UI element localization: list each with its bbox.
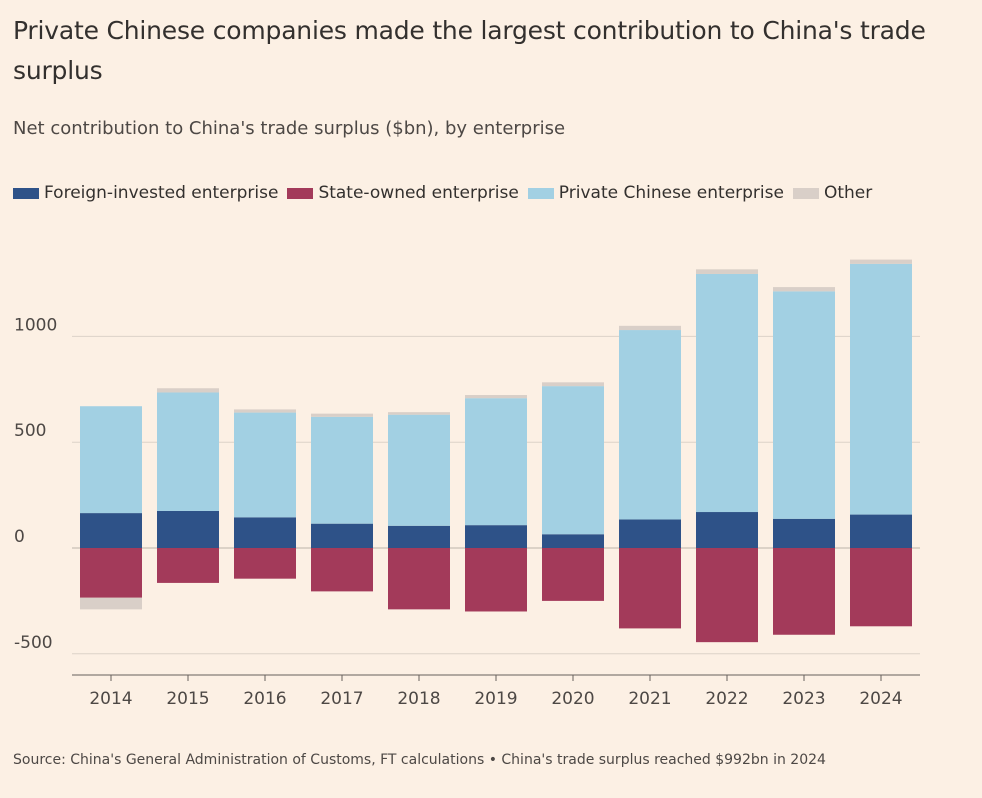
legend-swatch-private: [527, 187, 554, 199]
x-tick-label: 2016: [243, 689, 286, 709]
x-tick-label: 2020: [551, 689, 594, 709]
legend-item-foreign: Foreign-invested enterprise: [13, 183, 278, 203]
bar-segment: [234, 412, 296, 518]
x-tick-label: 2018: [397, 689, 440, 709]
legend-item-state: State-owned enterprise: [287, 183, 519, 203]
bar-segment: [696, 273, 758, 513]
bar-segment: [619, 330, 681, 520]
bar-segment: [542, 534, 604, 548]
x-tick-label: 2023: [782, 689, 825, 709]
bar-segment: [850, 514, 912, 548]
y-tick-label: 500: [14, 421, 46, 441]
x-tick-label: 2014: [89, 689, 132, 709]
bar-segment: [465, 395, 527, 399]
x-tick-label: 2015: [166, 689, 209, 709]
legend-swatch-other: [792, 187, 819, 199]
bar-segment: [80, 597, 142, 610]
x-tick-label: 2017: [320, 689, 363, 709]
legend-item-private: Private Chinese enterprise: [527, 183, 784, 203]
bar-segment: [388, 548, 450, 610]
legend-label-private: Private Chinese enterprise: [558, 183, 784, 203]
bar-segment: [80, 513, 142, 548]
y-tick-label: 1000: [14, 315, 57, 335]
bar-segment: [311, 413, 373, 417]
bar-segment: [619, 325, 681, 331]
bar-segment: [80, 548, 142, 598]
bar-segment: [157, 392, 219, 511]
legend: Foreign-invested enterprise State-owned …: [13, 183, 881, 203]
bar-segment: [696, 548, 758, 643]
bar-segment: [234, 548, 296, 579]
x-tick-label: 2022: [705, 689, 748, 709]
legend-label-other: Other: [823, 183, 873, 203]
bar-segment: [234, 517, 296, 548]
y-tick-label: -500: [14, 633, 53, 653]
bar-segment: [542, 386, 604, 535]
x-tick-label: 2019: [474, 689, 517, 709]
bar-segment: [850, 263, 912, 515]
x-tick-label: 2024: [859, 689, 902, 709]
bar-segment: [696, 269, 758, 274]
legend-label-foreign: Foreign-invested enterprise: [44, 183, 279, 203]
bar-segment: [773, 518, 835, 548]
bar-segment: [311, 523, 373, 548]
bar-segment: [465, 525, 527, 548]
chart-subtitle: Net contribution to China's trade surplu…: [13, 118, 566, 139]
legend-item-other: Other: [792, 183, 873, 203]
bar-segment: [773, 287, 835, 292]
bar-segment: [619, 519, 681, 548]
bar-segment: [311, 416, 373, 524]
bar-segment: [465, 398, 527, 526]
legend-label-state: State-owned enterprise: [318, 183, 519, 203]
bar-segment: [388, 414, 450, 526]
bar-segment: [157, 510, 219, 548]
bar-segment: [157, 388, 219, 393]
bar-segment: [465, 548, 527, 612]
bar-segment: [80, 406, 142, 514]
bar-segment: [311, 548, 373, 592]
bar-segment: [234, 409, 296, 413]
legend-swatch-state: [287, 187, 314, 199]
bar-segment: [850, 259, 912, 264]
x-tick-label: 2021: [628, 689, 671, 709]
bar-segment: [542, 548, 604, 601]
bar-segment: [773, 291, 835, 519]
bar-segment: [157, 548, 219, 583]
source-note: Source: China's General Administration o…: [13, 752, 826, 768]
legend-swatch-foreign: [13, 187, 39, 199]
bar-segment: [696, 512, 758, 548]
bar-segment: [542, 382, 604, 387]
chart-title: Private Chinese companies made the large…: [13, 16, 926, 85]
bar-segment: [388, 525, 450, 548]
bar-segment: [619, 548, 681, 629]
bar-segment: [773, 548, 835, 635]
bar-segment: [850, 548, 912, 627]
bar-segment: [388, 412, 450, 415]
y-tick-label: 0: [14, 527, 25, 547]
stacked-bar-chart: -500 0 500 1000 2014 2015 2016 2017 2018 2019 2020…: [14, 259, 920, 709]
